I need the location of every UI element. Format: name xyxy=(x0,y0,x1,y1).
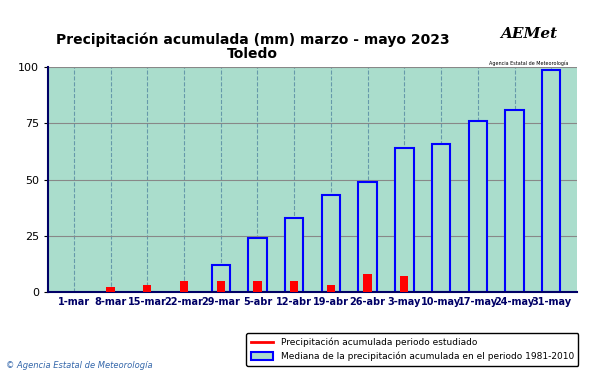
Text: © Agencia Estatal de Meteorología: © Agencia Estatal de Meteorología xyxy=(6,361,153,370)
Bar xyxy=(358,182,377,292)
Text: AEMet: AEMet xyxy=(500,27,558,41)
Bar xyxy=(180,280,188,292)
Bar xyxy=(285,218,304,292)
Bar xyxy=(542,70,560,292)
Bar xyxy=(212,265,230,292)
Text: Precipitación acumulada (mm) marzo - mayo 2023: Precipitación acumulada (mm) marzo - may… xyxy=(56,32,449,46)
Bar xyxy=(248,238,267,292)
Bar xyxy=(364,274,372,292)
Bar xyxy=(469,121,487,292)
Text: Toledo: Toledo xyxy=(227,47,278,61)
Bar xyxy=(106,287,115,292)
Bar xyxy=(395,148,413,292)
Bar xyxy=(400,276,409,292)
Bar xyxy=(322,195,340,292)
Bar xyxy=(327,285,335,292)
Text: Agencia Estatal de Meteorología: Agencia Estatal de Meteorología xyxy=(489,61,569,66)
Bar xyxy=(290,280,298,292)
Bar xyxy=(143,285,151,292)
Bar xyxy=(432,144,450,292)
Legend: Precipitación acumulada periodo estudiado, Mediana de la precipitación acumulada: Precipitación acumulada periodo estudiad… xyxy=(246,333,578,366)
Bar xyxy=(253,280,261,292)
Bar xyxy=(505,110,523,292)
Bar xyxy=(216,280,225,292)
